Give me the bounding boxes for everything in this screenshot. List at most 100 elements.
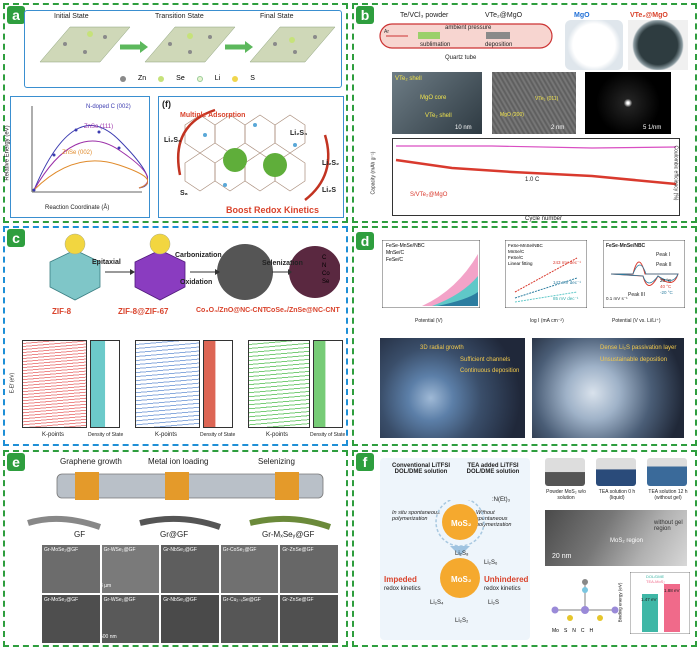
legend-c-n: N — [322, 263, 327, 269]
cycle-plot-box — [392, 138, 680, 216]
molecule — [551, 579, 619, 621]
d3-xlabel: Potential (V vs. Li/Li⁺) — [612, 318, 661, 324]
step-selenizing: Selenizing — [258, 457, 295, 466]
peak-1: Peak I — [656, 252, 671, 258]
sem-e-top-2: Gr-NbSe₂@GF — [161, 545, 219, 593]
sem-d-l3: Continuous deposition — [460, 368, 520, 374]
state-final: Final State — [260, 13, 294, 20]
furnace-tube — [56, 472, 324, 500]
atom-c: C — [580, 628, 585, 634]
panel-d-label: d — [356, 232, 374, 250]
d-plot2-legend: FeSe-MnSe/NBC MnSe/C FeSe/C Linear fitti… — [508, 243, 543, 267]
band-2 — [135, 340, 200, 428]
dos-xlabel-3: Density of State — [310, 432, 346, 438]
bar-val-0: 1.47 eV — [641, 597, 657, 602]
quartz-tube: Ar — [379, 23, 553, 49]
co3o4-label: Co₃O₄/ZnO@NC-CNT — [196, 307, 267, 314]
panel-c-label: c — [7, 229, 25, 247]
tafel-3: 85 mV dec⁻¹ — [553, 296, 579, 301]
tem-1 — [392, 72, 482, 134]
tea-title-text: TEA added LiTFSI DOL/DME solution — [466, 463, 520, 475]
insitu-text: In situ spontaneous polymerization — [392, 510, 440, 522]
atom-s: S — [563, 628, 568, 634]
atom-h: H — [589, 628, 594, 634]
d2-xlabel: log I (mA cm⁻²) — [530, 318, 564, 324]
legend-c-co: Co — [322, 271, 330, 277]
zif8: ZIF-8 — [52, 307, 72, 316]
kpoints-3: K-points — [266, 432, 289, 438]
temp-2: -20 °C — [660, 290, 673, 295]
species-s8: S₈ — [180, 190, 188, 197]
cose2-label: CoSe₂/ZnSe@NC-CNT — [266, 307, 340, 314]
ambient: ambient pressure — [445, 25, 492, 31]
f-li2s4: Li₂S₄ — [430, 600, 444, 606]
temp-0: 20 °C — [660, 278, 672, 283]
panel-f — [352, 450, 697, 647]
cycle-plot — [395, 145, 677, 186]
legend-se-icon — [158, 76, 165, 82]
d1-leg-1: MnSe/C — [386, 250, 405, 256]
kpoints-1: K-points — [42, 432, 65, 438]
saed-pattern — [585, 72, 671, 134]
f-sublabel: (f) — [162, 99, 171, 109]
boost-redox: Boost Redox Kinetics — [226, 205, 320, 215]
atom-n: N — [572, 628, 576, 634]
epitaxial: Epitaxial — [92, 259, 121, 266]
state-initial: Initial State — [54, 13, 89, 20]
sem-e-scale-1: 3 µm — [100, 583, 112, 589]
step-graphene: Graphene growth — [60, 457, 122, 466]
state-strip — [24, 10, 342, 88]
d1-leg-0: FeSe-MnSe/NBC — [386, 243, 425, 249]
d2-leg-0: FeSe-MnSe/NBC — [508, 243, 543, 248]
foam-products — [27, 515, 331, 530]
conv-title: Conventional LiTFSI DOL/DME solution — [386, 463, 456, 475]
multi-adsorption: Multiple Adsorption — [180, 112, 246, 119]
tem-vte2-shell-2: VTe₂ shell — [425, 113, 452, 119]
impeded-sub: redox kinetics — [384, 586, 421, 592]
d-plot-1 — [382, 240, 480, 308]
d2-leg-1: MnSe/C — [508, 249, 525, 254]
insitu-label: In situ spontaneous polymerization — [392, 510, 442, 522]
kpoints-2: K-points — [155, 432, 178, 438]
d2-leg-3: Linear fitting — [508, 261, 533, 266]
panel-e — [3, 450, 348, 647]
conv-title-text: Conventional LiTFSI DOL/DME solution — [392, 463, 450, 475]
peak-2: Peak II — [656, 262, 672, 268]
product-grmxsey: Gr-MₓSeᵧ@GF — [262, 530, 315, 539]
unhindered: Unhindered — [484, 575, 529, 584]
without-label: Without spontaneous polymerization — [476, 510, 526, 528]
product-grgf: Gr@GF — [160, 530, 189, 539]
svg-text:Ar: Ar — [384, 29, 389, 35]
photo-3: TEA solution 12 h (without gel) — [647, 489, 689, 501]
tea-title: TEA added LiTFSI DOL/DME solution — [458, 463, 528, 475]
d1-leg-2: FeSe/C — [386, 257, 403, 263]
atom-mo: Mo — [552, 628, 559, 634]
tem-mgo-core: MgO core — [420, 95, 447, 101]
tem-scale-2: 2 nm — [551, 125, 565, 131]
redox-graphic — [176, 108, 330, 201]
tem-mgo200: MgO (200) — [500, 112, 524, 118]
deposition: deposition — [485, 42, 513, 48]
product-gf: GF — [74, 530, 86, 539]
f-li2s6: Li₂S₆ — [484, 560, 498, 566]
cycle-legend: S/VTe₂@MgO — [410, 192, 448, 198]
dos-2 — [203, 340, 233, 428]
bar-val-1: 1.88 eV — [664, 588, 680, 593]
band-3 — [248, 340, 310, 428]
mgo-photo — [565, 20, 623, 70]
photo-1-text: Powder MoS₂ w/o solution — [546, 489, 586, 501]
panel-a-label: a — [7, 6, 25, 24]
vte2-photo — [628, 20, 688, 70]
vial-3 — [647, 458, 687, 486]
bar-legend-1: TEA-MoS₂ — [646, 579, 665, 584]
curve-znse111: ZnSe (111) — [84, 124, 114, 130]
species-li2s6: Li₂S₆ — [164, 137, 182, 144]
header-left: Te/VCl₃ powder — [400, 12, 449, 19]
mof-synthesis — [49, 233, 340, 301]
mos2-bot: MoS₂ — [451, 575, 472, 584]
legend-s: S — [250, 75, 255, 82]
sem-e-bot-2: Gr-NbSe₂@GF — [161, 595, 219, 643]
dos-3 — [313, 340, 343, 428]
vial-1 — [545, 458, 585, 486]
legend-se: Se — [176, 75, 185, 82]
